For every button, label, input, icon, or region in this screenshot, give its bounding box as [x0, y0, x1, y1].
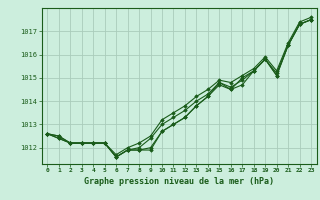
X-axis label: Graphe pression niveau de la mer (hPa): Graphe pression niveau de la mer (hPa) [84, 177, 274, 186]
